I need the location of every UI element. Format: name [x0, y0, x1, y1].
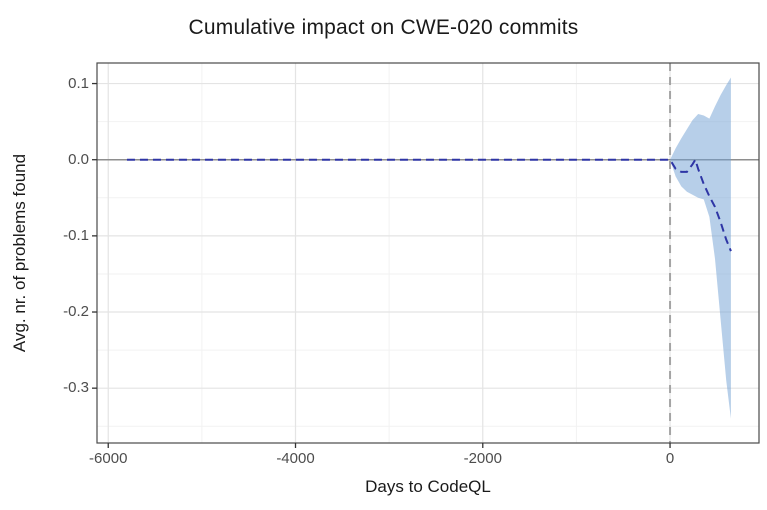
- chart-title: Cumulative impact on CWE-020 commits: [188, 16, 579, 39]
- y-tick-label: 0.0: [68, 150, 89, 168]
- x-axis-title: Days to CodeQL: [365, 477, 491, 496]
- y-tick-label: 0.1: [68, 74, 89, 92]
- y-tick-label: -0.1: [63, 226, 89, 244]
- y-tick-label: -0.2: [63, 303, 89, 321]
- x-tick-label: 0: [665, 450, 675, 467]
- confidence-band: [670, 77, 731, 419]
- y-tick-label: -0.3: [63, 379, 89, 397]
- series-cumulative-effect: [126, 157, 732, 252]
- x-tick-label: -2000: [463, 450, 502, 467]
- x-tick-label: -6000: [89, 450, 128, 467]
- x-tick-label: -4000: [276, 450, 315, 467]
- panel-border: [96, 62, 760, 444]
